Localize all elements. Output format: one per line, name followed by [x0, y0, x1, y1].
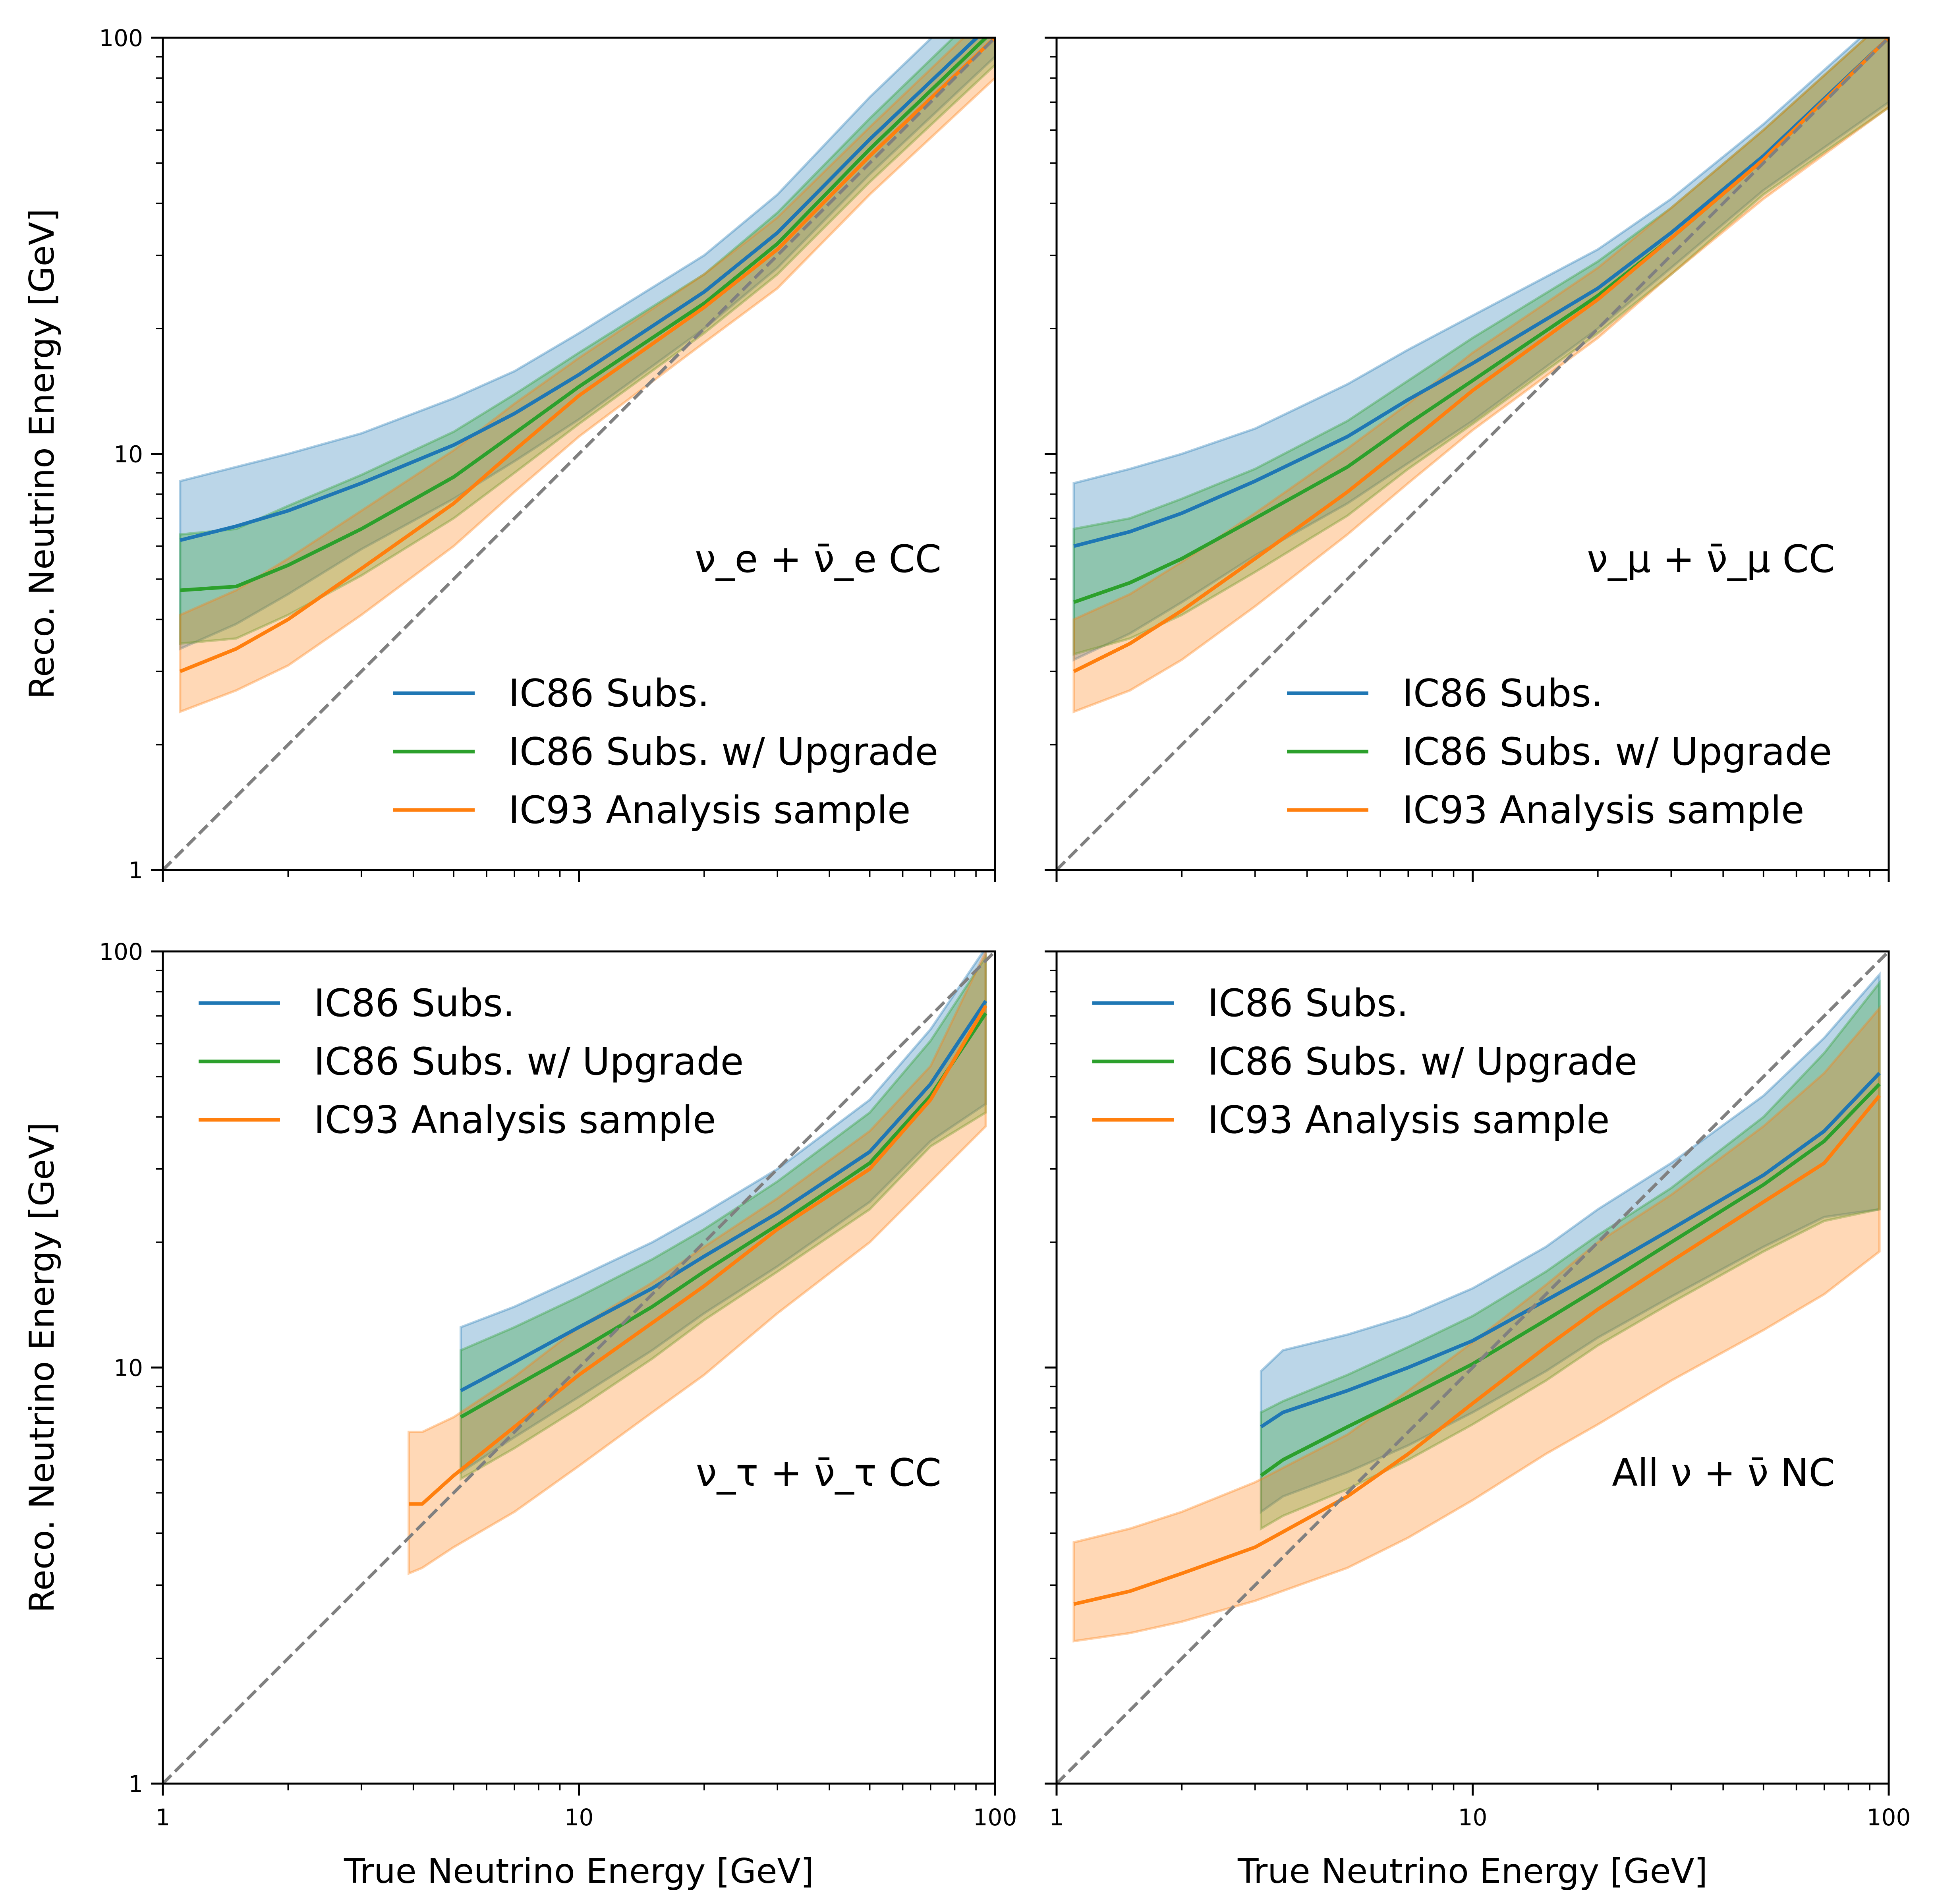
legend-label: IC86 Subs. w/ Upgrade [1402, 730, 1832, 774]
panel-top-right: ν_μ + ν̄_μ CC IC86 Subs. IC86 Subs. w/ Upg… [1045, 37, 1890, 882]
y-tick-label: 1 [128, 1771, 143, 1798]
median-line-upgrade [180, 38, 989, 592]
plot-area [163, 951, 995, 1784]
x-axis-label: True Neutrino Energy [GeV] [1237, 1852, 1708, 1891]
band-upgrade [460, 953, 987, 1481]
median-line-ic86 [1260, 1072, 1881, 1428]
y-tick-label: 1 [128, 857, 143, 884]
legend-label: IC86 Subs. [1402, 672, 1603, 715]
y-axis-label: Reco. Neutrino Energy [GeV] [22, 209, 62, 699]
legend-label: IC86 Subs. [508, 672, 709, 715]
channel-label: ν_μ + ν̄_μ CC [1587, 537, 1835, 581]
median-line-ic86 [1073, 38, 1889, 548]
legend: IC86 Subs. IC86 Subs. w/ Upgrade IC93 Anal… [1287, 672, 1832, 832]
y-tick-label: 100 [99, 25, 143, 52]
median-line-upgrade [460, 1012, 987, 1419]
panel-top-left: 1 10 100 Reco. Neutrino Energy [GeV] ν_e + ν… [22, 25, 996, 884]
median-line-ic86 [180, 38, 980, 542]
legend: IC86 Subs. IC86 Subs. w/ Upgrade IC93 Anal… [199, 982, 744, 1142]
x-tick-label: 10 [564, 1804, 594, 1831]
axis-ticks [151, 37, 996, 882]
plot-area [163, 38, 995, 870]
median-line-ic93 [409, 1005, 987, 1506]
y-axis-label: Reco. Neutrino Energy [GeV] [22, 1122, 62, 1613]
panel-bottom-right: 1 10 100 True Neutrino Energy [GeV] All ν + … [1045, 950, 1911, 1891]
legend-label: IC86 Subs. w/ Upgrade [314, 1040, 744, 1084]
reference-diagonal-line [163, 951, 995, 1784]
channel-label: ν_e + ν̄_e CC [695, 537, 941, 581]
median-line-ic93 [179, 38, 995, 673]
x-tick-label: 1 [1049, 1804, 1064, 1831]
y-tick-label: 10 [114, 1355, 143, 1382]
plot-area [1057, 951, 1889, 1784]
legend-label: IC86 Subs. w/ Upgrade [508, 730, 938, 774]
band-ic86 [179, 38, 995, 651]
band-ic93 [179, 38, 995, 714]
band-upgrade [179, 38, 995, 645]
median-line-ic86 [460, 1000, 987, 1392]
legend-label: IC93 Analysis sample [1402, 789, 1804, 832]
legend-label: IC93 Analysis sample [314, 1098, 716, 1142]
y-tick-label: 100 [99, 938, 143, 965]
axis-ticks [1045, 37, 1890, 882]
reference-diagonal-line [1057, 38, 1889, 870]
axis-ticks [151, 950, 996, 1796]
legend-label: IC86 Subs. [314, 982, 515, 1025]
channel-label: All ν + ν̄ NC [1612, 1451, 1835, 1495]
y-tick-label: 10 [114, 441, 143, 468]
band-ic93 [1072, 1005, 1881, 1643]
panel-bottom-left: 1 10 100 1 10 100 True Neutrino Energy [GeV] Re… [22, 938, 1017, 1891]
channel-label: ν_τ + ν̄_τ CC [696, 1451, 941, 1495]
x-tick-label: 100 [973, 1804, 1017, 1831]
median-line-ic93 [1073, 38, 1889, 673]
median-line-upgrade [1260, 1082, 1881, 1477]
legend-label: IC93 Analysis sample [1208, 1098, 1609, 1142]
legend-label: IC86 Subs. w/ Upgrade [1208, 1040, 1637, 1084]
median-line-ic93 [1073, 1094, 1881, 1606]
legend-label: IC93 Analysis sample [508, 789, 910, 832]
axis-ticks [1045, 950, 1890, 1796]
x-tick-label: 100 [1867, 1804, 1911, 1831]
plot-area [1057, 38, 1889, 870]
legend-label: IC86 Subs. [1208, 982, 1408, 1025]
x-tick-label: 10 [1458, 1804, 1488, 1831]
x-tick-label: 1 [156, 1804, 170, 1831]
legend: IC86 Subs. IC86 Subs. w/ Upgrade IC93 Anal… [393, 672, 938, 832]
band-upgrade [1072, 38, 1889, 656]
x-axis-label: True Neutrino Energy [GeV] [344, 1852, 814, 1891]
reference-diagonal-line [1057, 951, 1889, 1784]
legend: IC86 Subs. IC86 Subs. w/ Upgrade IC93 Anal… [1092, 982, 1637, 1142]
reference-diagonal-line [163, 38, 995, 870]
